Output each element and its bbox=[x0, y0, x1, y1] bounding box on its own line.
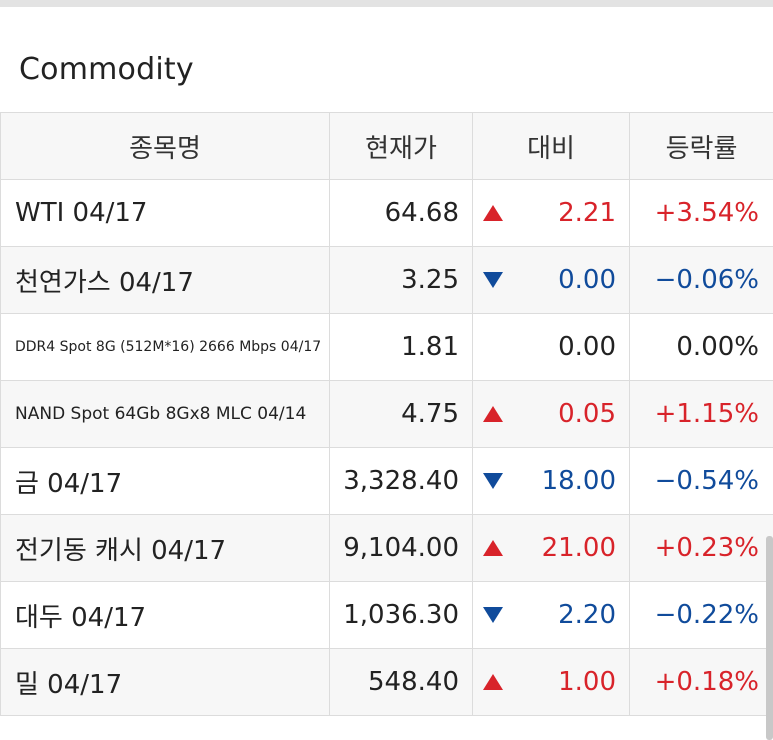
triangle-up-icon bbox=[483, 674, 503, 690]
top-divider bbox=[0, 0, 773, 7]
change-cell: 0.00 bbox=[472, 246, 630, 314]
change-value: 2.21 bbox=[558, 198, 616, 228]
change-cell: 0.05 bbox=[472, 380, 630, 448]
change-value: 0.05 bbox=[558, 399, 616, 429]
scrollbar[interactable] bbox=[766, 536, 773, 740]
change-rate: +0.18% bbox=[629, 648, 773, 716]
change-value: 0.00 bbox=[558, 265, 616, 295]
triangle-down-icon bbox=[483, 473, 503, 489]
commodity-name[interactable]: DDR4 Spot 8G (512M*16) 2666 Mbps 04/17 bbox=[0, 313, 330, 381]
current-price: 1,036.30 bbox=[329, 581, 473, 649]
current-price: 9,104.00 bbox=[329, 514, 473, 582]
section-title: Commodity bbox=[19, 52, 194, 87]
table-row[interactable]: WTI 04/17 64.68 2.21 +3.54% bbox=[0, 179, 773, 247]
commodity-name[interactable]: 밀 04/17 bbox=[0, 648, 330, 716]
change-cell: 2.20 bbox=[472, 581, 630, 649]
change-rate: −0.22% bbox=[629, 581, 773, 649]
table-row[interactable]: 전기동 캐시 04/17 9,104.00 21.00 +0.23% bbox=[0, 514, 773, 582]
change-rate: 0.00% bbox=[629, 313, 773, 381]
change-cell: 21.00 bbox=[472, 514, 630, 582]
table-row[interactable]: 대두 04/17 1,036.30 2.20 −0.22% bbox=[0, 581, 773, 649]
triangle-up-icon bbox=[483, 540, 503, 556]
header-price: 현재가 bbox=[329, 112, 473, 180]
change-cell: 2.21 bbox=[472, 179, 630, 247]
commodity-table: 종목명 현재가 대비 등락률 WTI 04/17 64.68 2.21 +3.5… bbox=[0, 112, 773, 716]
change-value: 18.00 bbox=[541, 466, 616, 496]
current-price: 64.68 bbox=[329, 179, 473, 247]
commodity-name[interactable]: 금 04/17 bbox=[0, 447, 330, 515]
commodity-name[interactable]: WTI 04/17 bbox=[0, 179, 330, 247]
commodity-name[interactable]: NAND Spot 64Gb 8Gx8 MLC 04/14 bbox=[0, 380, 330, 448]
current-price: 3,328.40 bbox=[329, 447, 473, 515]
change-rate: +0.23% bbox=[629, 514, 773, 582]
change-rate: +3.54% bbox=[629, 179, 773, 247]
table-row[interactable]: DDR4 Spot 8G (512M*16) 2666 Mbps 04/17 1… bbox=[0, 313, 773, 381]
current-price: 548.40 bbox=[329, 648, 473, 716]
current-price: 4.75 bbox=[329, 380, 473, 448]
change-value: 1.00 bbox=[558, 667, 616, 697]
triangle-up-icon bbox=[483, 406, 503, 422]
table-row[interactable]: NAND Spot 64Gb 8Gx8 MLC 04/14 4.75 0.05 … bbox=[0, 380, 773, 448]
change-cell: 0.00 bbox=[472, 313, 630, 381]
change-rate: −0.54% bbox=[629, 447, 773, 515]
table-header-row: 종목명 현재가 대비 등락률 bbox=[0, 112, 773, 180]
change-rate: +1.15% bbox=[629, 380, 773, 448]
table-row[interactable]: 밀 04/17 548.40 1.00 +0.18% bbox=[0, 648, 773, 716]
change-value: 2.20 bbox=[558, 600, 616, 630]
current-price: 3.25 bbox=[329, 246, 473, 314]
triangle-up-icon bbox=[483, 205, 503, 221]
change-cell: 1.00 bbox=[472, 648, 630, 716]
table-row[interactable]: 금 04/17 3,328.40 18.00 −0.54% bbox=[0, 447, 773, 515]
change-rate: −0.06% bbox=[629, 246, 773, 314]
change-value: 0.00 bbox=[558, 332, 616, 362]
header-name: 종목명 bbox=[0, 112, 330, 180]
commodity-name[interactable]: 천연가스 04/17 bbox=[0, 246, 330, 314]
commodity-name[interactable]: 전기동 캐시 04/17 bbox=[0, 514, 330, 582]
triangle-down-icon bbox=[483, 607, 503, 623]
change-value: 21.00 bbox=[541, 533, 616, 563]
commodity-name[interactable]: 대두 04/17 bbox=[0, 581, 330, 649]
header-change: 대비 bbox=[472, 112, 630, 180]
table-row[interactable]: 천연가스 04/17 3.25 0.00 −0.06% bbox=[0, 246, 773, 314]
current-price: 1.81 bbox=[329, 313, 473, 381]
triangle-down-icon bbox=[483, 272, 503, 288]
header-rate: 등락률 bbox=[629, 112, 773, 180]
change-cell: 18.00 bbox=[472, 447, 630, 515]
